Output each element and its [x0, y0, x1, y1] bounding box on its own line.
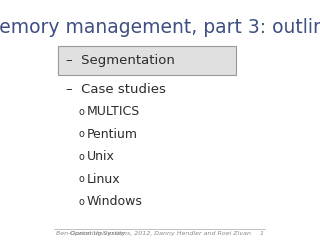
Text: Operating Systems, 2012, Danny Hendler and Roei Zivan: Operating Systems, 2012, Danny Hendler a…	[69, 231, 251, 236]
Text: Linux: Linux	[87, 173, 121, 186]
Text: –  Case studies: – Case studies	[66, 83, 166, 96]
Text: Pentium: Pentium	[87, 128, 138, 141]
FancyBboxPatch shape	[58, 47, 236, 75]
Text: o: o	[79, 107, 84, 117]
Text: 1: 1	[260, 231, 264, 236]
Text: o: o	[79, 197, 84, 207]
Text: Unix: Unix	[87, 150, 115, 163]
Text: MULTICS: MULTICS	[87, 105, 140, 118]
Text: Ben-Gurion University: Ben-Gurion University	[56, 231, 125, 236]
Text: o: o	[79, 129, 84, 139]
Text: Memory management, part 3: outline: Memory management, part 3: outline	[0, 18, 320, 37]
Text: –  Segmentation: – Segmentation	[66, 54, 175, 67]
Text: o: o	[79, 152, 84, 162]
Text: o: o	[79, 174, 84, 184]
Text: Windows: Windows	[87, 195, 143, 208]
